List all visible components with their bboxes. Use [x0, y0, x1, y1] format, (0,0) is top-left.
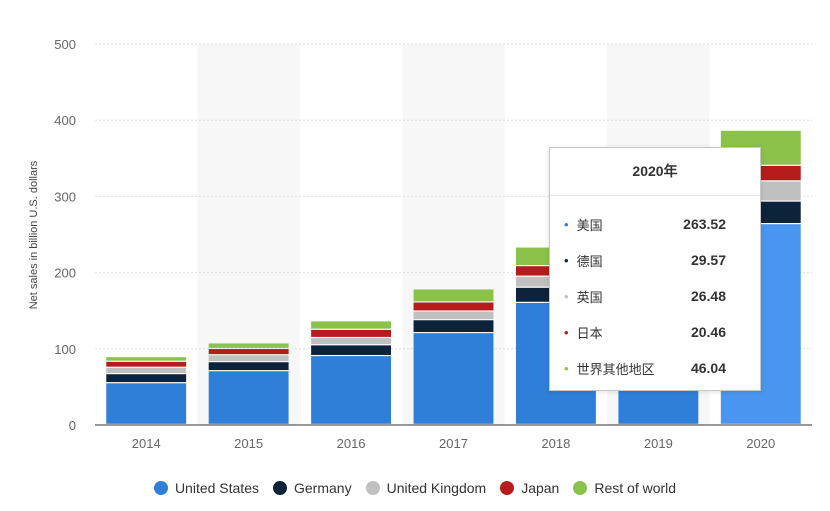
bar-segment-united-states-2016[interactable] — [311, 356, 392, 424]
legend: United States Germany United Kingdom Japan R… — [0, 480, 830, 500]
bar-segment-united-kingdom-2016[interactable] — [311, 338, 392, 345]
bar-segment-united-kingdom-2014[interactable] — [106, 367, 187, 374]
tooltip-row: • 美国 263.52 — [564, 214, 726, 234]
legend-item[interactable]: Germany — [273, 480, 352, 496]
x-tick-label: 2019 — [644, 436, 673, 451]
tooltip-series-value: 29.57 — [690, 252, 726, 268]
legend-label: United Kingdom — [386, 480, 487, 496]
bullet-icon: • — [564, 216, 569, 232]
tooltip-row: • 德国 29.57 — [564, 250, 726, 270]
bar-segment-japan-2016[interactable] — [311, 329, 392, 337]
bullet-icon: • — [564, 324, 569, 340]
bar-segment-united-kingdom-2015[interactable] — [208, 355, 289, 362]
bar-segment-united-states-2015[interactable] — [208, 371, 289, 424]
y-tick-label: 300 — [54, 189, 76, 204]
bar-segment-japan-2015[interactable] — [208, 349, 289, 355]
legend-label: Rest of world — [594, 480, 677, 496]
y-axis-ticks: 0 100 200 300 400 500 — [54, 37, 76, 433]
legend-dot-icon — [365, 481, 380, 495]
y-tick-label: 200 — [54, 266, 76, 281]
bullet-icon: • — [564, 252, 569, 268]
y-tick-label: 400 — [54, 113, 76, 128]
legend-item[interactable]: Japan — [500, 480, 559, 496]
bar-segment-rest-of-world-2015[interactable] — [208, 343, 289, 348]
legend-item[interactable]: United States — [153, 480, 259, 496]
tooltip: 2020年 • 美国 263.52 • 德国 29.57 • 英国 26.48 • 日本 20.46 •… — [549, 147, 761, 391]
tooltip-title: 2020年 — [550, 148, 760, 196]
legend-dot-icon — [153, 481, 168, 495]
x-tick-label: 2016 — [337, 436, 366, 451]
bar-segment-germany-2016[interactable] — [311, 345, 392, 355]
y-tick-label: 500 — [54, 37, 76, 52]
bar-segment-rest-of-world-2017[interactable] — [413, 289, 494, 302]
x-tick-label: 2014 — [132, 436, 161, 451]
bullet-icon: • — [564, 360, 569, 376]
legend-label: Japan — [521, 480, 560, 496]
tooltip-row: • 日本 20.46 — [564, 322, 726, 342]
legend-dot-icon — [273, 481, 287, 495]
tooltip-series-value: 263.52 — [683, 216, 726, 232]
x-tick-label: 2018 — [541, 436, 570, 451]
tooltip-series-value: 46.04 — [690, 360, 726, 376]
bar-segment-united-states-2017[interactable] — [413, 333, 494, 424]
bar-segment-germany-2015[interactable] — [208, 362, 289, 371]
legend-label: Germany — [294, 480, 352, 496]
bar-segment-rest-of-world-2014[interactable] — [106, 357, 187, 361]
bar-segment-united-kingdom-2017[interactable] — [413, 311, 494, 320]
legend-dot-icon — [573, 481, 588, 495]
tooltip-series-name: 世界其他地区 — [576, 361, 655, 377]
y-axis-label: Net sales in billion U.S. dollars — [28, 160, 40, 309]
legend-dot-icon — [500, 481, 515, 495]
bar-segment-germany-2017[interactable] — [413, 320, 494, 332]
bar-segment-rest-of-world-2016[interactable] — [311, 321, 392, 329]
legend-item[interactable]: United Kingdom — [365, 480, 487, 496]
x-tick-label: 2020 — [746, 436, 775, 451]
tooltip-series-value: 20.46 — [690, 324, 726, 340]
y-tick-label: 0 — [69, 418, 76, 433]
tooltip-series-value: 26.48 — [690, 288, 726, 304]
tooltip-series-name: 日本 — [576, 325, 603, 341]
y-tick-label: 100 — [54, 342, 76, 357]
bar-segment-japan-2014[interactable] — [106, 361, 187, 367]
tooltip-series-name: 德国 — [576, 253, 603, 269]
x-tick-label: 2015 — [234, 436, 263, 451]
x-axis-ticks: 2014 2015 2016 2017 2018 2019 2020 — [132, 436, 775, 451]
tooltip-row: • 英国 26.48 — [564, 286, 726, 306]
tooltip-row: • 世界其他地区 46.04 — [564, 358, 726, 378]
legend-label: United States — [174, 480, 259, 496]
tooltip-series-name: 美国 — [576, 217, 603, 233]
legend-item[interactable]: Rest of world — [573, 480, 676, 496]
bullet-icon: • — [564, 288, 569, 304]
column-band — [197, 44, 300, 425]
bar-segment-united-states-2014[interactable] — [106, 383, 187, 424]
bar-segment-germany-2014[interactable] — [106, 374, 187, 383]
bar-segment-japan-2017[interactable] — [413, 302, 494, 311]
tooltip-series-name: 英国 — [576, 289, 603, 305]
x-tick-label: 2017 — [439, 436, 468, 451]
